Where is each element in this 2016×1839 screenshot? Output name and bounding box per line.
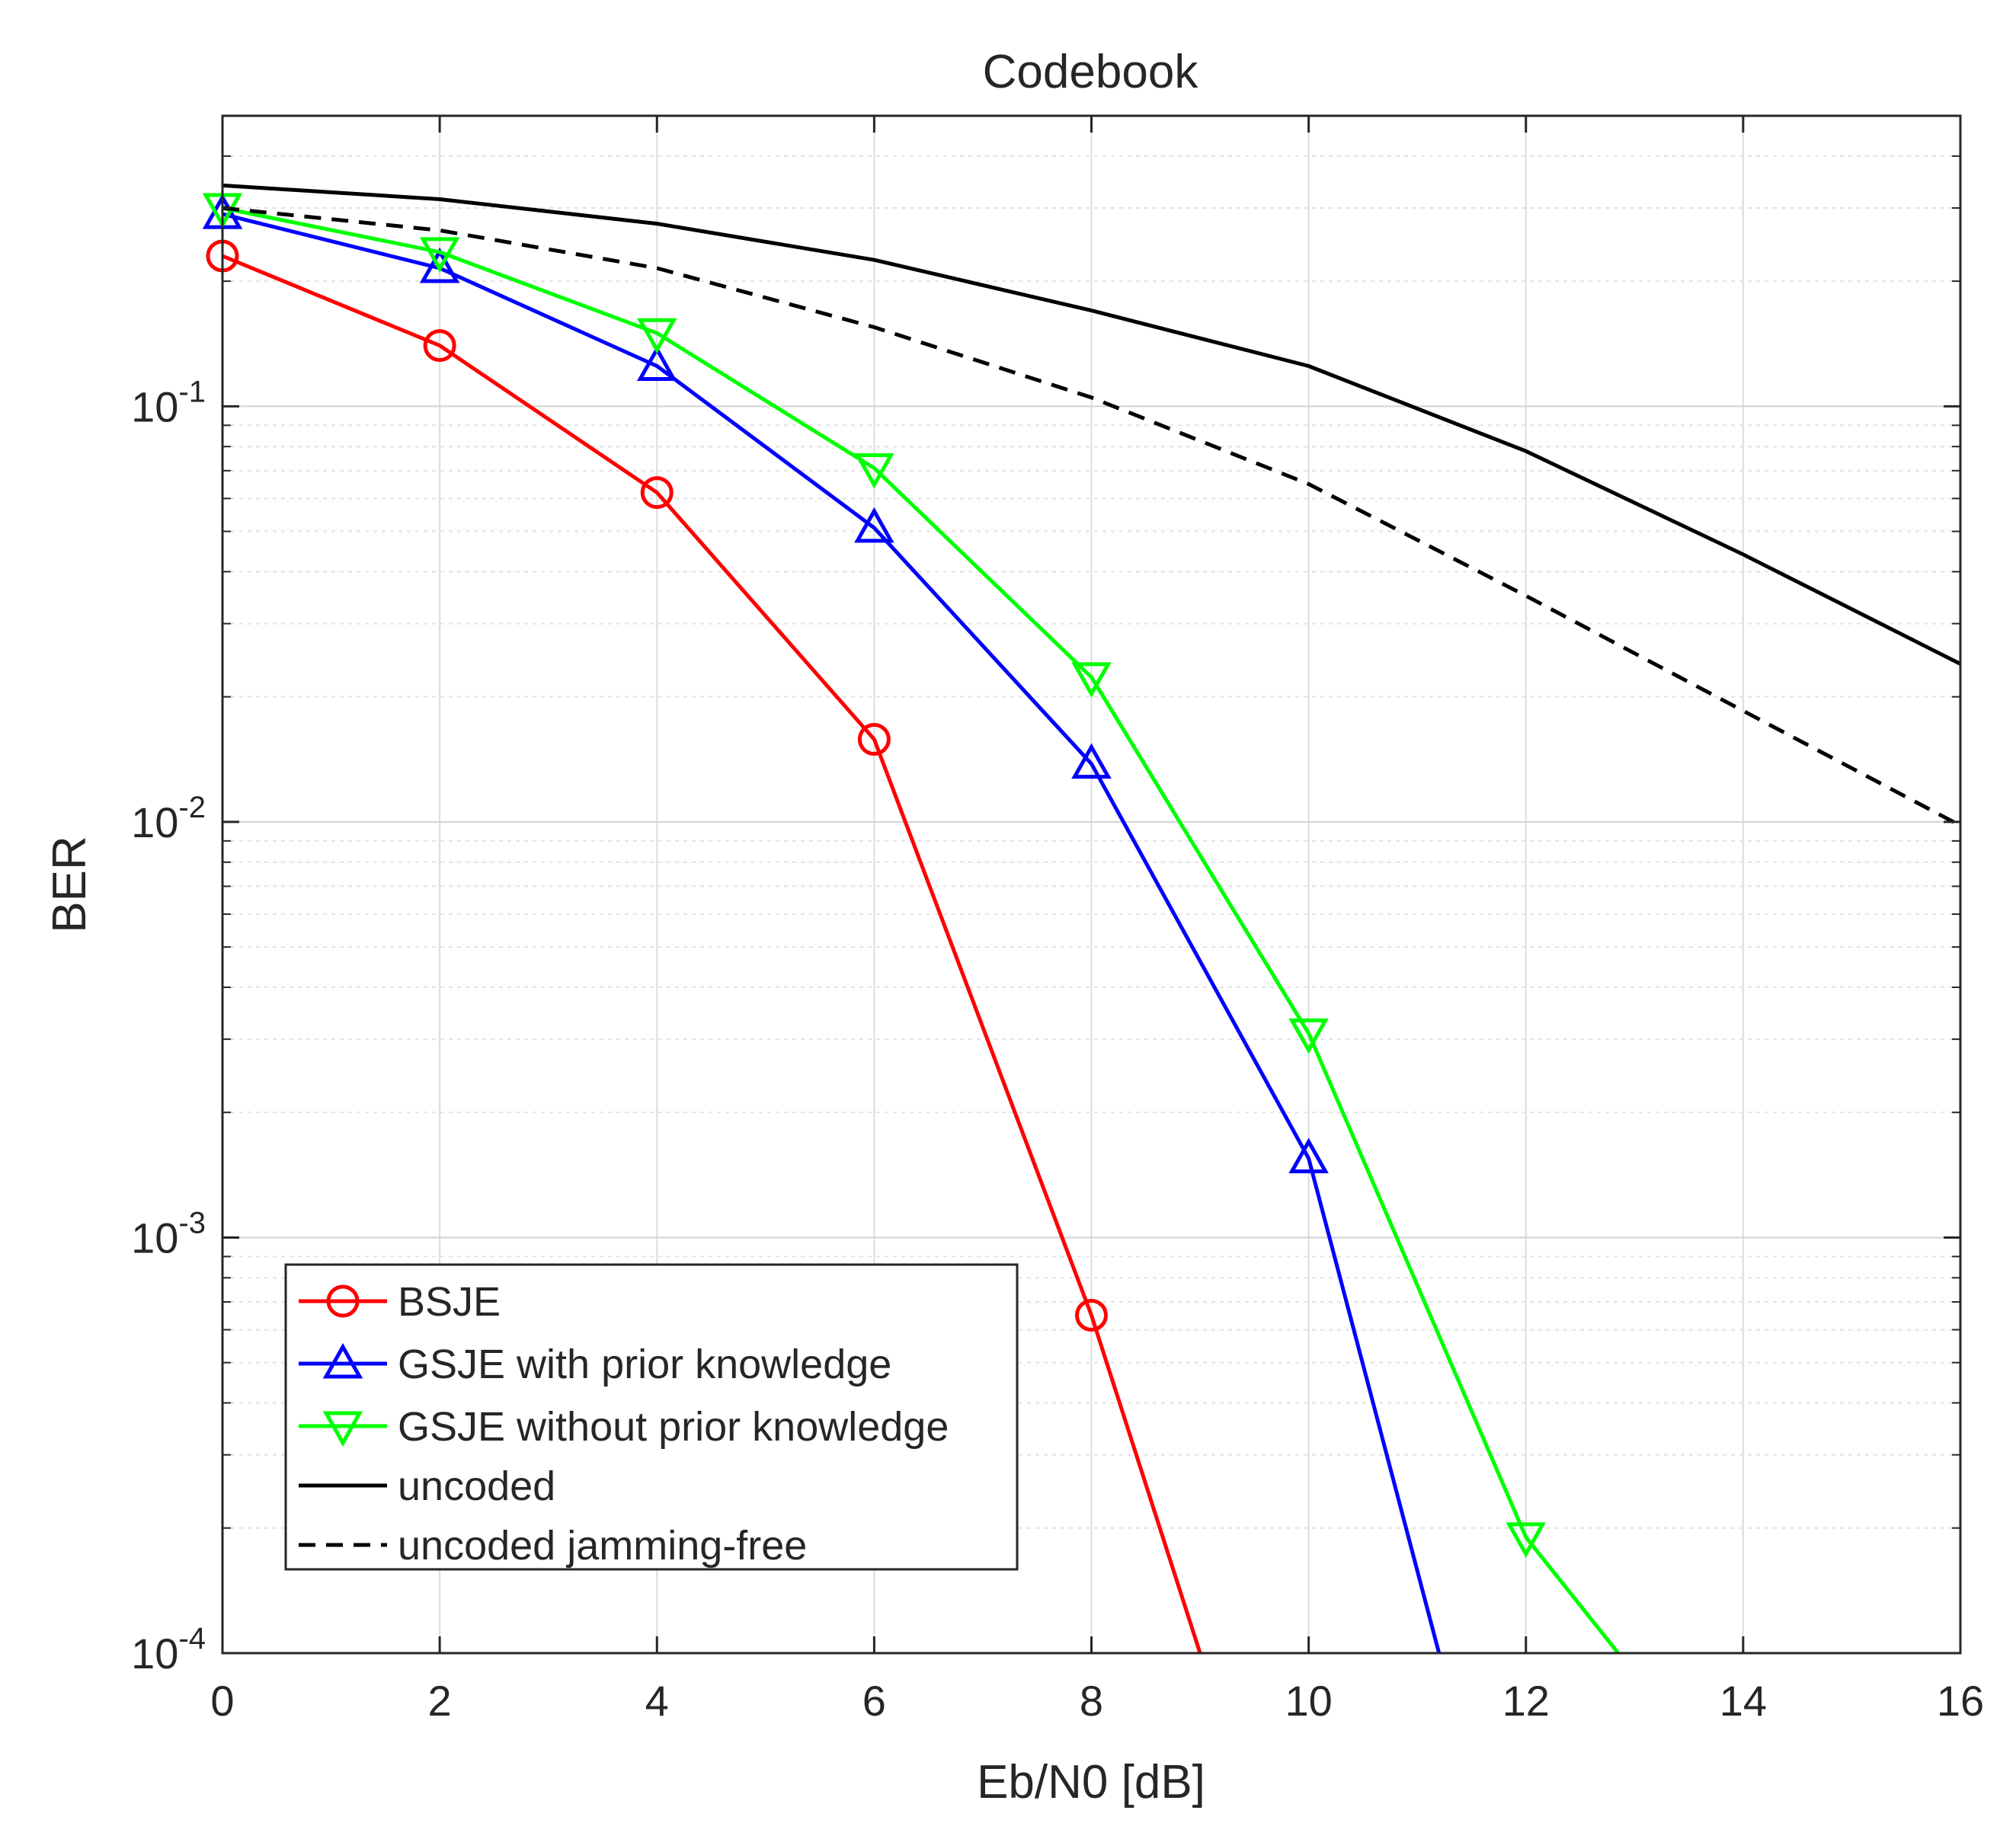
- legend-box: [284, 1263, 1019, 1571]
- data-point: [419, 237, 460, 273]
- x-tick-label: 16: [1937, 1677, 1984, 1725]
- x-tick-label: 6: [862, 1677, 886, 1725]
- data-point: [1288, 1018, 1329, 1054]
- series-4: [222, 206, 1962, 827]
- y-tick-labels: 10-110-210-310-4: [131, 375, 206, 1677]
- data-point: [1075, 1299, 1108, 1332]
- x-tick-labels: 0 2 4 6 8 10 12 14 16: [210, 1677, 1984, 1725]
- y-tick-base: 10: [131, 1630, 178, 1677]
- y-axis-label: BER: [43, 836, 96, 932]
- data-point: [1071, 743, 1112, 779]
- y-tick-exponent: -2: [178, 791, 206, 824]
- legend-marker: [322, 1342, 363, 1379]
- data-point: [423, 329, 456, 363]
- legend-entry: BSJE: [299, 1279, 501, 1325]
- chart-title: Codebook: [983, 46, 1199, 98]
- data-point: [854, 507, 894, 543]
- legend-entry: uncoded jamming-free: [299, 1523, 807, 1569]
- y-tick-label: 10-2: [131, 791, 206, 846]
- series-line: [222, 254, 1202, 1654]
- legend-label: GSJE with prior knowledge: [398, 1342, 891, 1387]
- x-tick-label: 10: [1285, 1677, 1332, 1725]
- legend-marker: [326, 1284, 360, 1318]
- y-tick-exponent: -4: [178, 1622, 206, 1655]
- data-point: [1071, 662, 1112, 698]
- y-tick-label: 10-3: [131, 1206, 206, 1262]
- data-point: [419, 247, 460, 283]
- x-tick-label: 14: [1720, 1677, 1767, 1725]
- x-tick-label: 4: [645, 1677, 669, 1725]
- y-tick-base: 10: [131, 798, 178, 846]
- legend-entry: GSJE with prior knowledge: [299, 1342, 891, 1387]
- y-tick-base: 10: [131, 1214, 178, 1262]
- legend-label: GSJE without prior knowledge: [398, 1404, 949, 1450]
- y-tick-label: 10-1: [131, 375, 206, 430]
- legend-marker: [322, 1411, 363, 1447]
- x-tick-label: 8: [1080, 1677, 1103, 1725]
- legend-entry: uncoded: [299, 1463, 555, 1509]
- legend: BSJE GSJE with prior knowledge GSJE withou…: [284, 1263, 1019, 1571]
- ticks: [221, 115, 1962, 1655]
- y-tick-exponent: -1: [178, 375, 206, 408]
- data-point: [857, 723, 891, 756]
- data-point: [1506, 1522, 1547, 1559]
- series-line: [222, 183, 1962, 666]
- series-line: [222, 206, 1962, 827]
- x-tick-label: 2: [428, 1677, 452, 1725]
- y-tick-base: 10: [131, 382, 178, 430]
- data-point: [1288, 1137, 1329, 1174]
- data-point: [854, 453, 894, 489]
- legend-label: uncoded jamming-free: [398, 1523, 807, 1569]
- grid-lines: [222, 115, 1960, 1653]
- data-point: [640, 476, 674, 510]
- series-3: [222, 183, 1962, 666]
- legend-label: BSJE: [398, 1279, 501, 1325]
- y-tick-exponent: -3: [178, 1206, 206, 1239]
- y-tick-label: 10-4: [131, 1622, 206, 1677]
- legend-label: uncoded: [398, 1463, 555, 1509]
- x-axis-label: Eb/N0 [dB]: [977, 1756, 1205, 1809]
- series-line: [222, 206, 1620, 1655]
- x-tick-label: 12: [1502, 1677, 1550, 1725]
- data-point: [636, 345, 677, 381]
- series-layer: [202, 183, 1962, 1655]
- x-tick-label: 0: [210, 1677, 234, 1725]
- data-point: [636, 318, 677, 354]
- legend-entry: GSJE without prior knowledge: [299, 1404, 949, 1450]
